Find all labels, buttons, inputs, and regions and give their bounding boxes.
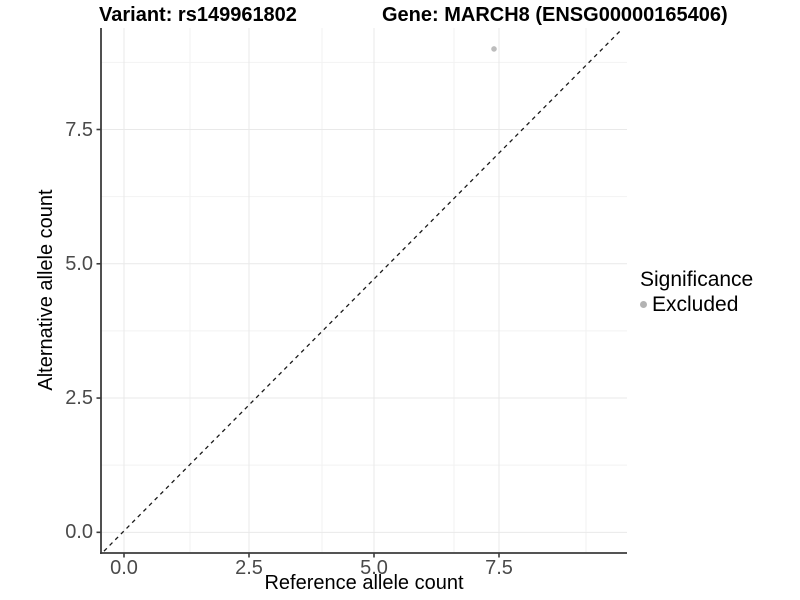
legend-title: Significance <box>640 268 754 291</box>
legend-item-label: Excluded <box>652 293 739 316</box>
y-axis-title: Alternative allele count <box>35 189 57 391</box>
legend: Significance Excluded <box>640 268 753 316</box>
x-tick-label: 2.5 <box>235 557 263 579</box>
x-axis-title: Reference allele count <box>264 572 464 594</box>
x-tick-label: 5.0 <box>360 557 388 579</box>
x-tick-label: 0.0 <box>110 557 138 579</box>
y-tick-label: 5.0 <box>65 252 93 275</box>
legend-point-icon <box>640 301 647 308</box>
plot-title-gene: Gene: MARCH8 (ENSG00000165406) <box>382 4 728 26</box>
data-point <box>491 46 497 52</box>
legend-items: Excluded <box>640 293 753 316</box>
identity-reference-line <box>103 28 623 552</box>
legend-item: Excluded <box>640 293 753 316</box>
y-tick-label: 2.5 <box>65 387 93 410</box>
x-tick-label: 7.5 <box>485 557 513 579</box>
plot-title-variant: Variant: rs149961802 <box>99 4 297 26</box>
y-tick-label: 0.0 <box>65 521 93 544</box>
y-tick-label: 7.5 <box>65 118 93 141</box>
